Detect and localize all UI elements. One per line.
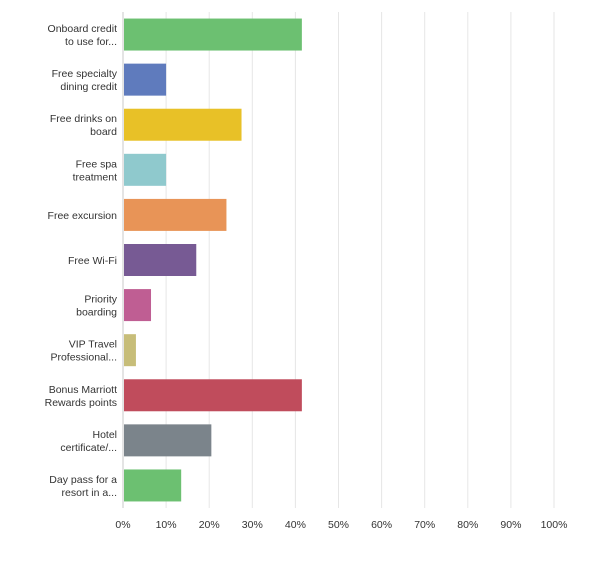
x-tick-label: 90%	[500, 519, 521, 531]
category-label: Free specialty dining credit	[52, 68, 118, 93]
x-tick-label: 100%	[541, 519, 568, 531]
bar	[124, 63, 167, 96]
x-tick-label: 70%	[414, 519, 435, 531]
bar	[124, 379, 302, 412]
category-labels: Onboard credit to use for... Free specialt…	[45, 23, 118, 499]
gridlines	[165, 12, 555, 508]
category-label: Hotel certificate/...	[60, 429, 117, 454]
bar	[124, 18, 302, 51]
x-tick-label: 10%	[156, 519, 177, 531]
x-tick-label: 80%	[457, 519, 478, 531]
x-tick-label: 30%	[242, 519, 263, 531]
bar	[124, 198, 227, 231]
x-tick-labels: 0% 10% 20% 30% 40% 50% 60% 70% 80% 90% 100%	[115, 519, 567, 531]
bars	[124, 18, 302, 502]
x-tick-label: 40%	[285, 519, 306, 531]
bar	[124, 334, 136, 367]
category-label: VIP Travel Professional...	[50, 339, 117, 364]
bar	[124, 153, 167, 186]
bar	[124, 108, 242, 141]
bar	[124, 289, 152, 322]
x-tick-label: 60%	[371, 519, 392, 531]
bar	[124, 424, 212, 457]
x-tick-label: 20%	[199, 519, 220, 531]
x-tick-label: 0%	[115, 519, 130, 531]
category-label: Free spa treatment	[73, 158, 118, 183]
bar	[124, 469, 182, 502]
category-label: Priority boarding	[76, 294, 118, 319]
bar	[124, 244, 197, 276]
category-label: Free drinks on board	[50, 113, 117, 138]
category-label: Day pass for a resort in a...	[49, 474, 117, 499]
category-label: Free excursion	[48, 210, 118, 222]
x-tick-label: 50%	[328, 519, 349, 531]
category-label: Bonus Marriott Rewards points	[45, 384, 117, 409]
category-label: Free Wi-Fi	[68, 255, 117, 267]
category-label: Onboard credit to use for...	[48, 23, 118, 48]
